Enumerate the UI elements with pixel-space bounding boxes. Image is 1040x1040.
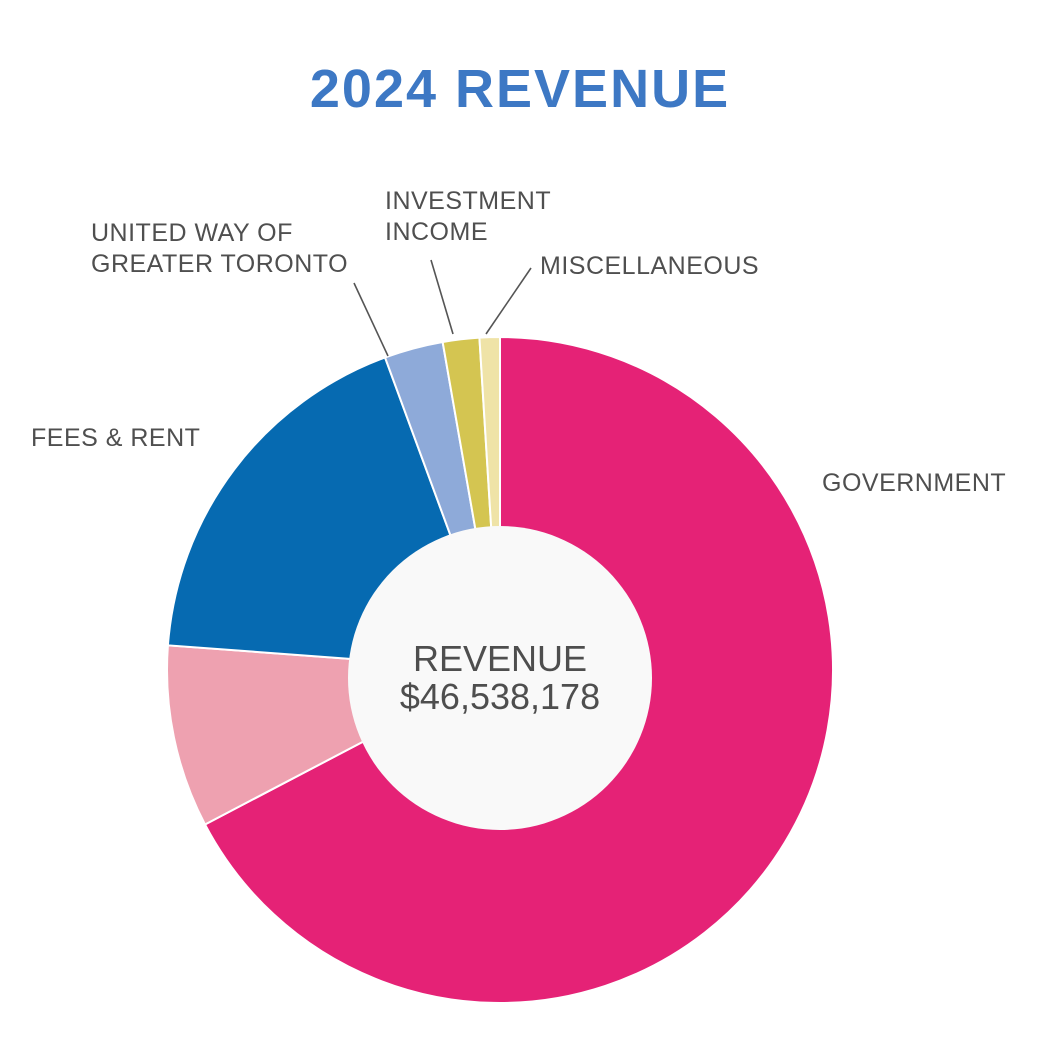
- label-united-way: UNITED WAY OF GREATER TORONTO: [91, 219, 349, 278]
- label-miscellaneous: MISCELLANEOUS: [540, 252, 760, 280]
- center-hole: [348, 526, 652, 830]
- center-text: REVENUE $46,538,178: [350, 640, 650, 716]
- chart-title: 2024 REVENUE: [309, 59, 731, 119]
- center-label: REVENUE: [412, 638, 588, 679]
- label-government: GOVERNMENT: [822, 469, 1007, 497]
- leader-lines: [353, 259, 532, 357]
- leader-line-misc: [485, 267, 532, 335]
- center-value: $46,538,178: [399, 676, 601, 717]
- leader-line-united-way: [353, 282, 389, 357]
- label-fees-rent: FEES & RENT: [31, 424, 201, 452]
- label-investment-income: INVESTMENT INCOME: [385, 187, 552, 246]
- leader-line-investment: [430, 259, 454, 335]
